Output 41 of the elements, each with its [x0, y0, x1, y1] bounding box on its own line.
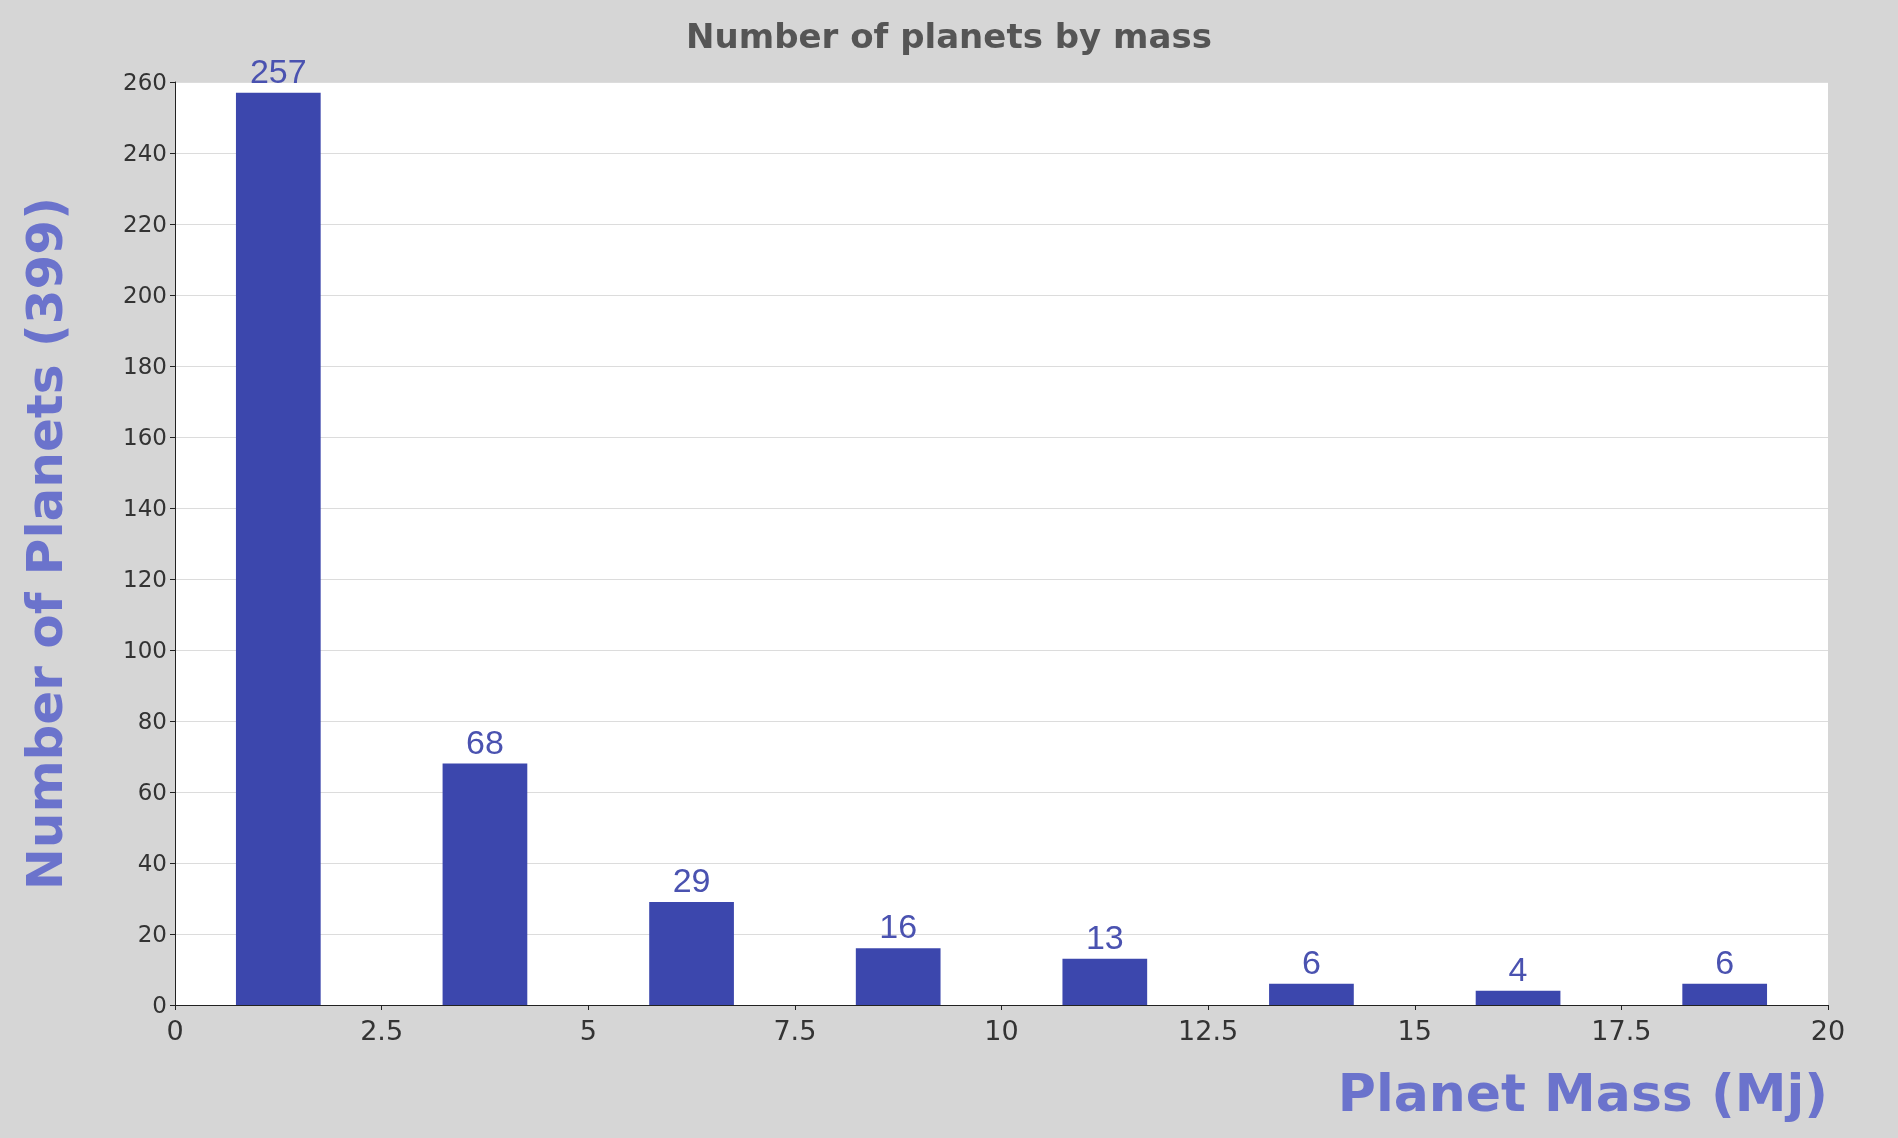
y-tick-label: 160 — [123, 424, 167, 450]
x-tick-label: 20 — [1810, 1015, 1846, 1046]
bar — [235, 92, 321, 1005]
bar — [442, 763, 528, 1005]
data-label: 13 — [1085, 917, 1124, 956]
bar — [1062, 958, 1148, 1005]
data-label: 16 — [879, 907, 918, 946]
y-tick-label: 40 — [137, 850, 167, 876]
x-tick-label: 17.5 — [1591, 1015, 1652, 1046]
data-label: 257 — [249, 51, 307, 90]
y-tick-label: 240 — [123, 140, 167, 166]
y-tick-label: 260 — [123, 69, 167, 95]
data-label: 68 — [466, 722, 504, 761]
data-label: 6 — [1715, 942, 1735, 981]
y-tick-label: 140 — [123, 495, 167, 521]
y-tick-label: 80 — [137, 708, 167, 734]
y-tick-label: 60 — [137, 779, 167, 805]
x-tick-label: 15 — [1397, 1015, 1432, 1046]
data-label: 6 — [1301, 942, 1321, 981]
x-tick-label: 7.5 — [773, 1015, 817, 1046]
y-tick-label: 20 — [137, 921, 167, 947]
y-tick-label: 180 — [123, 353, 167, 379]
data-label: 29 — [672, 861, 711, 900]
x-tick-label: 12.5 — [1178, 1015, 1239, 1046]
bar — [649, 902, 734, 1005]
bar — [1475, 990, 1561, 1005]
data-label: 4 — [1508, 949, 1528, 988]
bar — [1682, 983, 1768, 1005]
x-tick-label: 10 — [984, 1015, 1019, 1046]
y-tick-label: 200 — [123, 282, 167, 308]
x-tick-label: 5 — [579, 1015, 597, 1046]
bar — [1269, 983, 1354, 1005]
x-axis-title: Planet Mass (Mj) — [1337, 1063, 1828, 1123]
y-tick-label: 120 — [123, 566, 167, 592]
y-axis-title: Number of Planets (399) — [16, 197, 74, 890]
chart-title: Number of planets by mass — [686, 16, 1212, 56]
y-tick-label: 220 — [123, 211, 167, 237]
bar — [855, 948, 941, 1005]
x-tick-label: 2.5 — [360, 1015, 404, 1046]
y-tick-label: 0 — [152, 992, 167, 1018]
y-tick-label: 100 — [123, 637, 167, 663]
